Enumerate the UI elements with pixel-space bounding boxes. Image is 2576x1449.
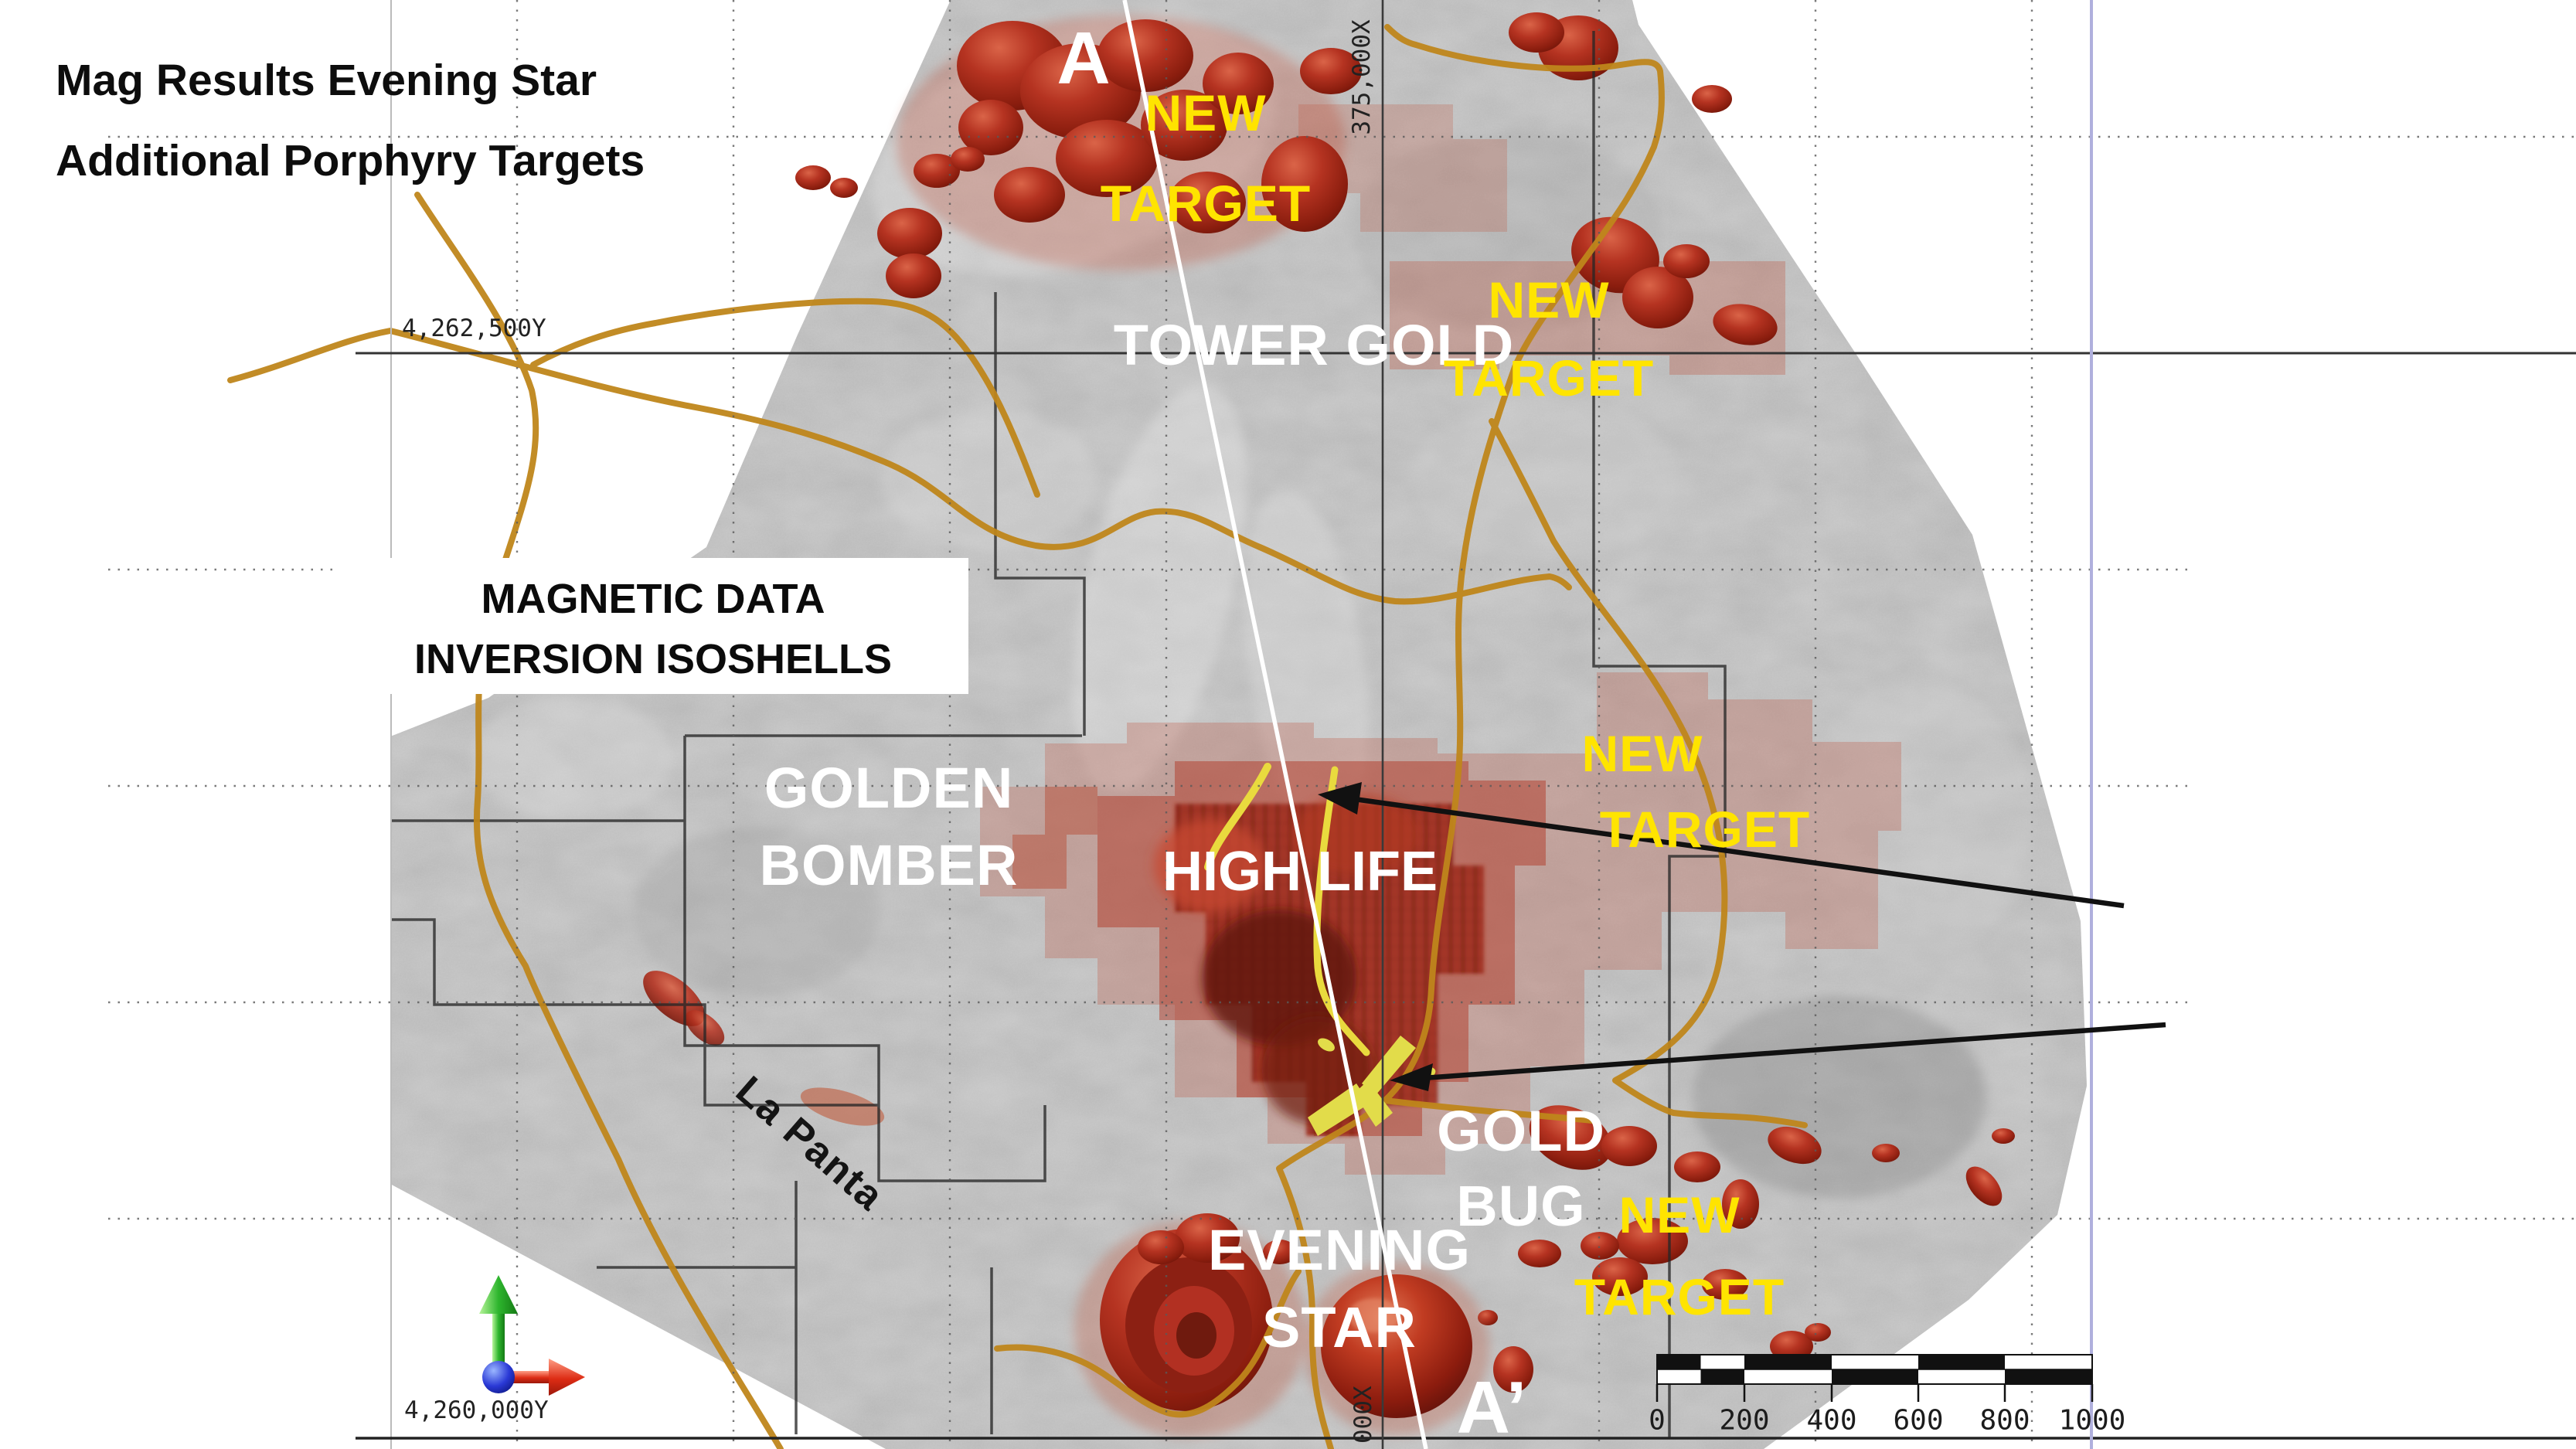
slide-title-line2: Additional Porphyry Targets (56, 136, 645, 185)
label-tower-gold: TOWER GOLD (1113, 313, 1515, 377)
new-target-north-line1: NEW (1145, 84, 1267, 141)
label-golden-bomber-line1: GOLDEN (764, 756, 1014, 820)
scale-tick-0: 0 (1649, 1404, 1666, 1437)
legend-line2: INVERSION ISOSHELLS (413, 636, 893, 682)
northing-label-top: 4,262,500Y (402, 315, 546, 342)
new-target-tower-line1: NEW (1488, 271, 1610, 328)
label-new-target-north: NEW TARGET (1101, 68, 1311, 249)
legend-box: MAGNETIC DATA INVERSION ISOSHELLS (338, 558, 968, 694)
slide-title-line1: Mag Results Evening Star (56, 56, 597, 105)
legend-line1: MAGNETIC DATA (481, 576, 825, 622)
claim-boundaries (390, 31, 1727, 1437)
axis-triad-icon (479, 1275, 585, 1396)
label-gold-bug-line1: GOLD (1437, 1099, 1605, 1163)
label-golden-bomber: GOLDEN BOMBER (760, 750, 1019, 904)
label-evening-star-line1: EVENING (1207, 1218, 1472, 1282)
grid-lines (108, 0, 2576, 1449)
label-high-life: HIGH LIFE (1162, 841, 1438, 903)
roads (227, 24, 1808, 1449)
anomaly-cluster-evening-star (1074, 1213, 1489, 1437)
label-new-target-highlife-line2: TARGET (1599, 801, 1811, 858)
anomaly-cluster-new-target-top (795, 12, 1618, 298)
label-evening-star: EVENING STAR (1208, 1212, 1471, 1366)
scale-bar (1656, 1354, 2094, 1402)
slide-title: Mag Results Evening Star Additional Porp… (56, 40, 645, 201)
section-start-label: A (1057, 17, 1111, 100)
new-target-north-line2: TARGET (1100, 175, 1312, 232)
label-golden-bomber-line2: BOMBER (759, 833, 1019, 897)
label-new-target-goldbug: NEW TARGET (1574, 1174, 1785, 1338)
label-new-target-tower: NEW TARGET (1444, 261, 1654, 417)
scale-tick-200: 200 (1719, 1404, 1770, 1437)
label-new-target-highlife-line1: NEW (1581, 725, 1703, 782)
scale-tick-400: 400 (1806, 1404, 1857, 1437)
section-end-label: A’ (1456, 1366, 1527, 1449)
new-target-tower-line2: TARGET (1443, 349, 1655, 406)
scale-tick-800: 800 (1979, 1404, 2030, 1437)
target-annotation-arrows (1318, 782, 2166, 1091)
scale-tick-1000: 1000 (2058, 1404, 2126, 1437)
scale-tick-600: 600 (1893, 1404, 1944, 1437)
easting-label-bottom: 375,000X (1349, 1386, 1377, 1449)
label-gold-bug: GOLD BUG (1437, 1094, 1605, 1243)
easting-label-top: 375,000X (1348, 19, 1376, 135)
northing-label-bottom: 4,260,000Y (404, 1396, 549, 1424)
label-evening-star-line2: STAR (1262, 1295, 1417, 1359)
section-line-a-a (1122, 0, 1428, 1449)
new-target-goldbug-line2: TARGET (1574, 1268, 1785, 1325)
new-target-goldbug-line1: NEW (1618, 1186, 1741, 1243)
label-gold-bug-line2: BUG (1456, 1174, 1586, 1238)
